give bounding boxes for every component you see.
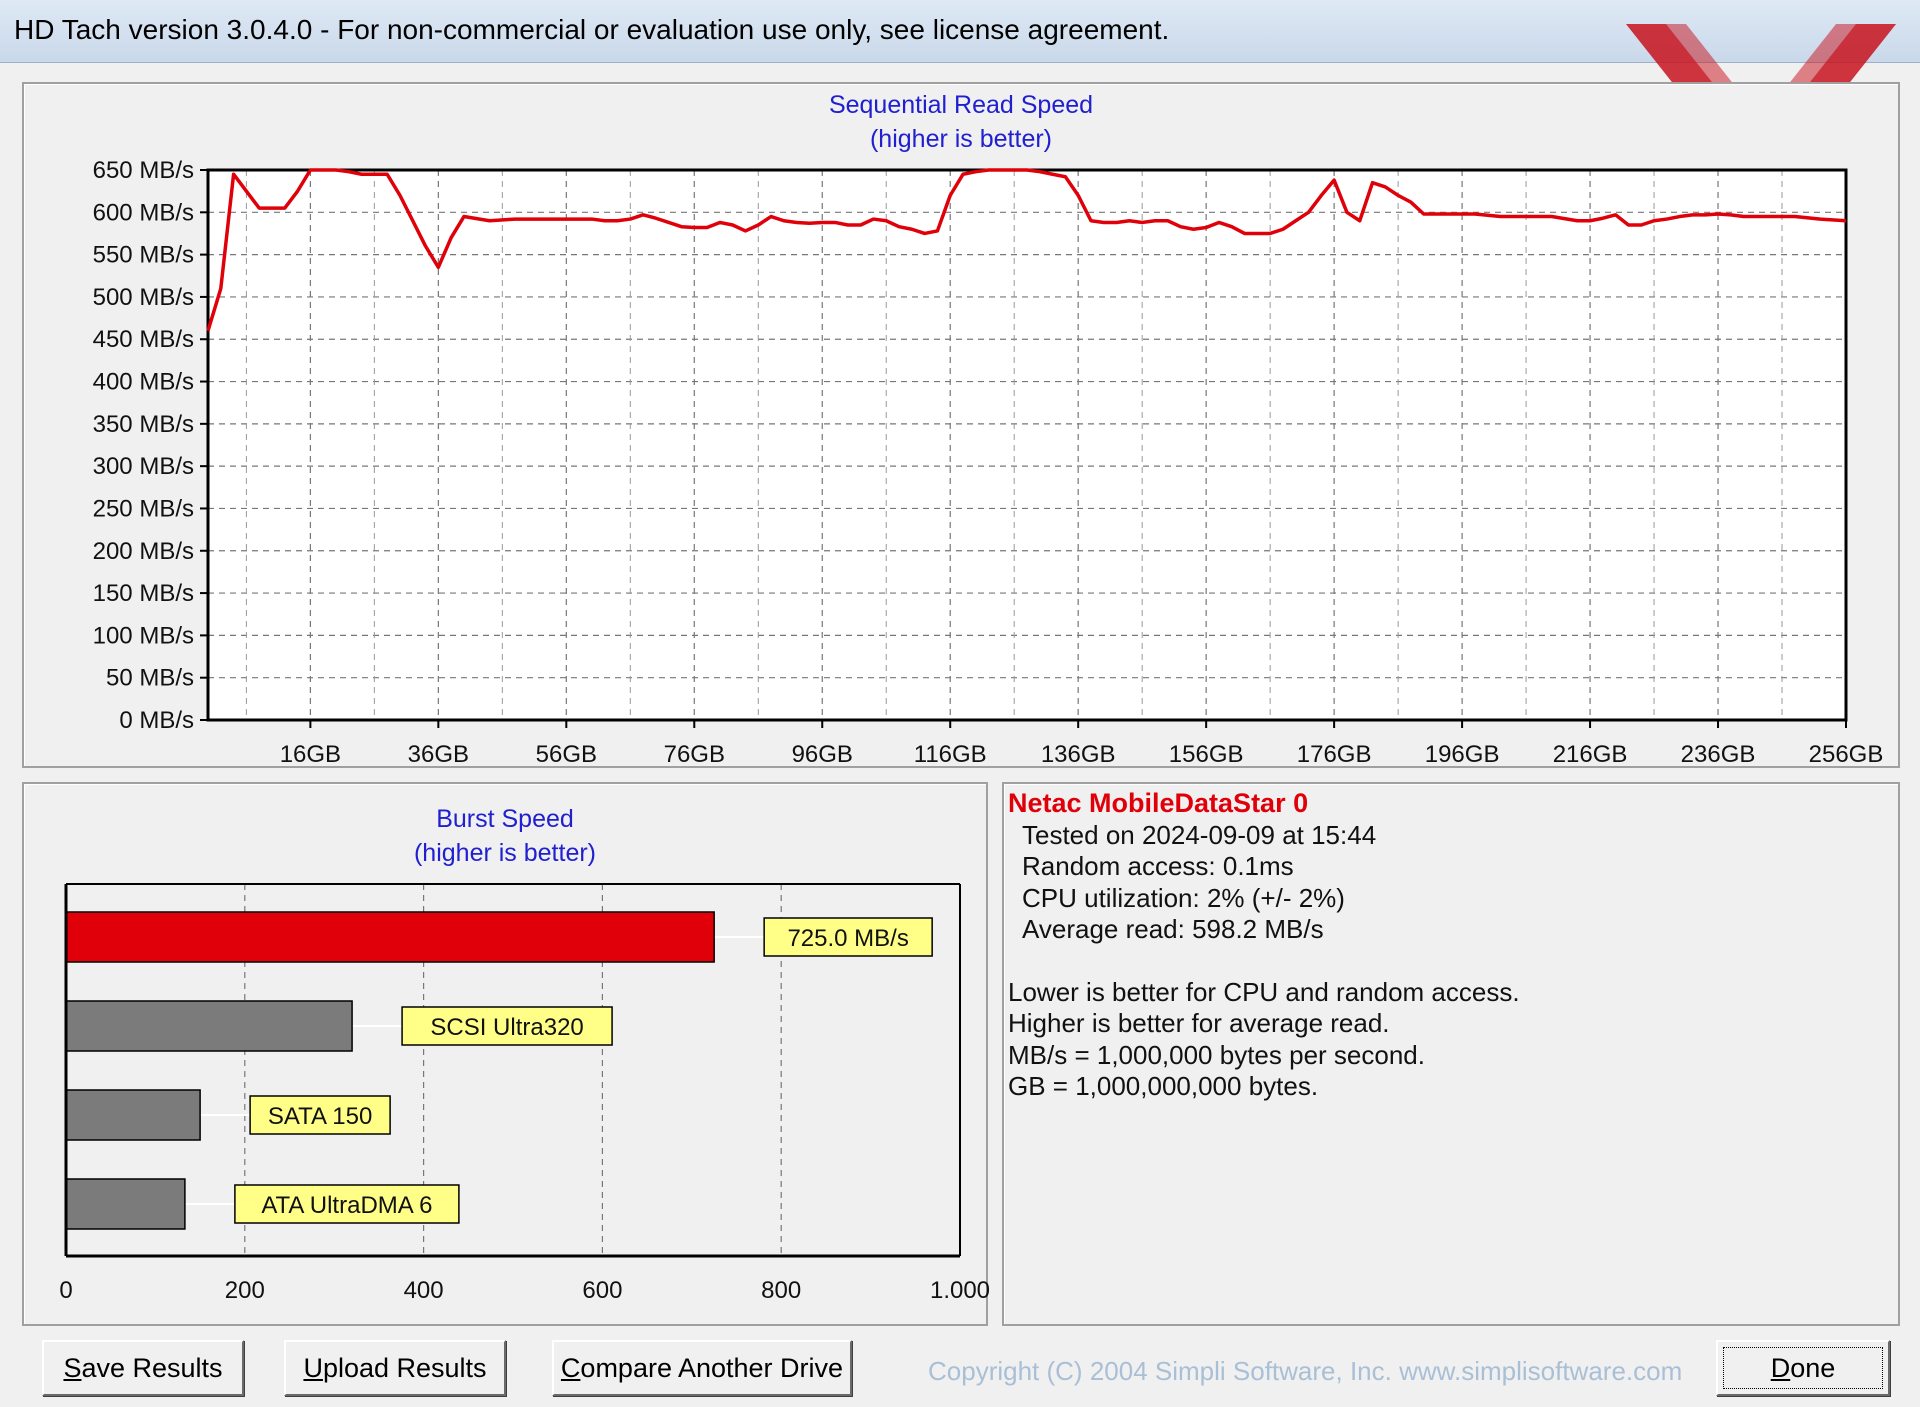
- seq-y-tick-label: 550 MB/s: [93, 242, 194, 269]
- burst-bar-label-box: [249, 1095, 391, 1135]
- burst-bar-label: SATA 150: [268, 1103, 373, 1130]
- burst-bar: [65, 1000, 353, 1052]
- seq-chart-title: Sequential Read Speed: [828, 91, 1094, 119]
- seq-x-tick-label: 16GB: [280, 741, 341, 768]
- seq-y-tick-label: 500 MB/s: [93, 284, 194, 311]
- upload-results-mnemonic: U: [303, 1352, 323, 1383]
- burst-x-tick-label: 600: [582, 1277, 622, 1304]
- seq-chart-subtitle: (higher is better): [869, 125, 1053, 153]
- seq-y-tick-label: 50 MB/s: [106, 665, 194, 692]
- seq-y-tick-label: 100 MB/s: [93, 622, 194, 649]
- seq-y-tick-label: 650 MB/s: [93, 157, 194, 184]
- seq-x-tick-label: 76GB: [664, 741, 725, 768]
- burst-bar-label: SCSI Ultra320: [430, 1014, 583, 1041]
- seq-x-tick-label: 56GB: [536, 741, 597, 768]
- done-mnemonic: D: [1770, 1352, 1791, 1383]
- burst-bar: [65, 911, 715, 963]
- burst-bar-label-box: [234, 1184, 460, 1224]
- seq-x-tick-label: 236GB: [1681, 741, 1756, 768]
- average-read: Average read: 598.2 MB/s: [1022, 914, 1324, 944]
- drive-name: Netac MobileDataStar 0: [1008, 788, 1309, 818]
- save-results-button[interactable]: Save Results: [42, 1340, 244, 1396]
- seq-read-series-line: [206, 168, 1847, 332]
- done-button[interactable]: Done: [1716, 1340, 1890, 1396]
- seq-x-tick-label: 256GB: [1809, 741, 1884, 768]
- seq-plot-area: [208, 170, 1846, 720]
- seq-y-tick-label: 350 MB/s: [93, 411, 194, 438]
- seq-y-tick-label: 0 MB/s: [119, 707, 194, 734]
- upload-results-label: pload Results: [322, 1352, 487, 1383]
- seq-x-tick-label: 176GB: [1297, 741, 1372, 768]
- seq-x-tick-label: 96GB: [792, 741, 853, 768]
- done-label: one: [1790, 1352, 1836, 1383]
- note-higher-better: Higher is better for average read.: [1008, 1008, 1390, 1038]
- sequential-read-chart: 0 MB/s 50 MB/s 100 MB/s 150 MB/s 200 MB/s 250…: [93, 157, 1884, 768]
- burst-bar: [65, 1089, 201, 1141]
- tested-on: Tested on 2024-09-09 at 15:44: [1022, 819, 1377, 850]
- window-title: HD Tach version 3.0.4.0 - For non-commer…: [14, 14, 1170, 45]
- save-results-label: ave Results: [81, 1352, 223, 1383]
- seq-y-tick-label: 450 MB/s: [93, 326, 194, 353]
- burst-bar-label: 725.0 MB/s: [787, 925, 908, 952]
- burst-bar: [65, 1178, 186, 1230]
- note-mbs-definition: MB/s = 1,000,000 bytes per second.: [1008, 1039, 1425, 1070]
- burst-bar-label-box: [401, 1006, 613, 1046]
- cpu-utilization: CPU utilization: 2% (+/- 2%): [1022, 882, 1345, 913]
- results-info-panel: [1002, 782, 1900, 1326]
- burst-speed-chart: 0 200 400 600 800 1.000 725.0 MB/s SCSI Ultra32…: [59, 883, 990, 1304]
- random-access: Random access: 0.1ms: [1022, 851, 1294, 881]
- note-gb-definition: GB = 1,000,000,000 bytes.: [1008, 1071, 1319, 1101]
- seq-y-tick-label: 300 MB/s: [93, 453, 194, 480]
- seq-y-tick-label: 200 MB/s: [93, 538, 194, 565]
- burst-chart-title: Burst Speed: [436, 805, 574, 833]
- seq-x-tick-label: 156GB: [1169, 741, 1244, 768]
- copyright-text: Copyright (C) 2004 Simpli Software, Inc.…: [928, 1356, 1683, 1386]
- note-lower-better: Lower is better for CPU and random acces…: [1008, 976, 1520, 1007]
- seq-x-tick-label: 36GB: [408, 741, 469, 768]
- burst-bar-label: ATA UltraDMA 6: [261, 1192, 432, 1219]
- burst-x-tick-label: 0: [59, 1277, 72, 1304]
- compare-label: ompare Another Drive: [580, 1352, 844, 1383]
- burst-x-tick-label: 200: [225, 1277, 265, 1304]
- upload-results-button[interactable]: Upload Results: [284, 1340, 506, 1396]
- burst-x-tick-label: 400: [404, 1277, 444, 1304]
- seq-x-tick-label: 216GB: [1553, 741, 1628, 768]
- compare-another-drive-button[interactable]: Compare Another Drive: [552, 1340, 852, 1396]
- seq-x-tick-label: 116GB: [914, 741, 987, 768]
- burst-chart-subtitle: (higher is better): [413, 839, 597, 867]
- seq-y-tick-label: 150 MB/s: [93, 580, 194, 607]
- seq-y-tick-label: 250 MB/s: [93, 495, 194, 522]
- compare-mnemonic: C: [560, 1352, 581, 1383]
- seq-x-tick-label: 196GB: [1425, 741, 1500, 768]
- title-bar: HD Tach version 3.0.4.0 - For non-commer…: [0, 0, 1920, 63]
- burst-bar-label-box: [763, 917, 933, 957]
- burst-x-tick-label: 1.000: [930, 1277, 990, 1304]
- burst-x-tick-label: 800: [761, 1277, 801, 1304]
- results-info: Netac MobileDataStar 0 Tested on 2024-09…: [1008, 788, 1520, 1103]
- seq-y-tick-label: 400 MB/s: [93, 369, 194, 396]
- seq-x-tick-label: 136GB: [1041, 741, 1116, 768]
- seq-y-tick-label: 600 MB/s: [93, 199, 194, 226]
- save-results-mnemonic: S: [63, 1352, 82, 1383]
